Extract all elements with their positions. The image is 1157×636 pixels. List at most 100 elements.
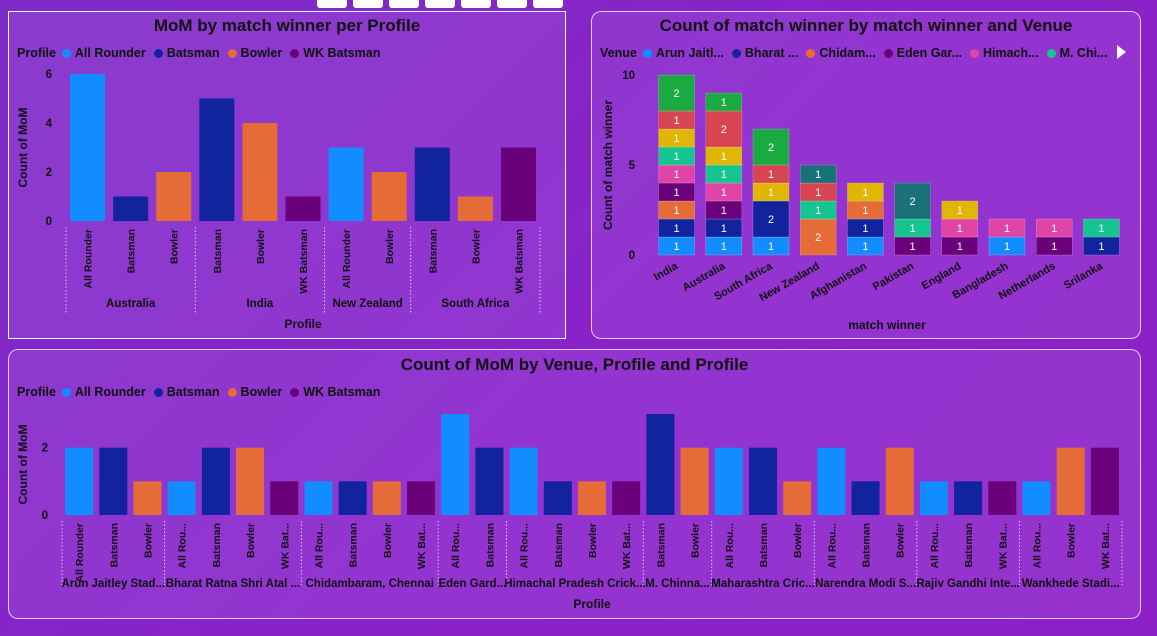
bar-himachal-pradesh-crick-batsman[interactable] xyxy=(543,481,572,515)
chart-area: 0 5 10 Count of match winner 1 1 1 1 1 1 1 1 2 India 1… xyxy=(601,70,1120,332)
bar-chidambaram-chennai-all-rounder[interactable] xyxy=(304,481,333,515)
legend-item-wk-batsman[interactable]: WK Batsman xyxy=(290,46,380,60)
bar-eden-gard-all-rounder[interactable] xyxy=(441,414,470,515)
bar-bharat-ratna-shri-atal-batsman[interactable] xyxy=(201,447,230,515)
bar-maharashtra-cric-batsman[interactable] xyxy=(748,447,777,515)
legend-item-venue[interactable]: Chidam... xyxy=(806,46,876,60)
x-tick-label: All Rou... xyxy=(1032,523,1044,569)
expand-level-icon[interactable] xyxy=(425,0,455,8)
x-tick-label: All Rounder xyxy=(74,523,86,583)
legend-item-batsman[interactable]: Batsman xyxy=(153,385,220,399)
bar-pakistan-segment[interactable] xyxy=(894,182,931,220)
bar-rajiv-gandhi-inte-wk-batsman[interactable] xyxy=(988,481,1017,515)
bar-narendra-modi-s-all-rounder[interactable] xyxy=(817,447,846,515)
bar-australia-bowler[interactable] xyxy=(156,172,192,221)
pin-icon[interactable] xyxy=(317,0,347,8)
bar-himachal-pradesh-crick-all-rounder[interactable] xyxy=(509,447,538,515)
bar-bangladesh-segment[interactable] xyxy=(988,218,1026,238)
data-label: 1 xyxy=(721,151,727,163)
bar-south-africa-bowler[interactable] xyxy=(457,196,493,222)
expand-all-icon[interactable] xyxy=(389,0,419,8)
bar-m-chinna-batsman[interactable] xyxy=(646,414,675,515)
legend-label: Arun Jaitl... xyxy=(655,46,724,60)
data-label: 1 xyxy=(674,205,680,217)
bar-eden-gard-batsman[interactable] xyxy=(475,447,504,515)
bar-australia-segment[interactable] xyxy=(705,110,743,148)
group-label: Bharat Ratna Shri Atal ... xyxy=(166,578,300,590)
bar-maharashtra-cric-all-rounder[interactable] xyxy=(714,447,743,515)
bar-maharashtra-cric-bowler[interactable] xyxy=(783,481,812,515)
bar-himachal-pradesh-crick-wk-batsman[interactable] xyxy=(612,481,641,515)
bar-australia-batsman[interactable] xyxy=(113,196,149,222)
bar-new-zealand-bowler[interactable] xyxy=(371,172,407,221)
bar-arun-jaitley-stad-all-rounder[interactable] xyxy=(65,447,94,515)
bar-narendra-modi-s-batsman[interactable] xyxy=(851,481,880,515)
data-label: 1 xyxy=(721,169,727,181)
x-tick-label: All Rou... xyxy=(929,523,941,569)
drill-down-icon[interactable] xyxy=(353,0,383,8)
bar-india-segment[interactable] xyxy=(658,74,695,112)
legend-item-all-rounder[interactable]: All Rounder xyxy=(61,46,146,60)
bar-south-africa-wk-batsman[interactable] xyxy=(500,147,536,222)
bar-srilanka-segment[interactable] xyxy=(1083,218,1120,238)
bar-bharat-ratna-shri-atal-bowler[interactable] xyxy=(236,447,265,515)
bar-netherlands-segment[interactable] xyxy=(1035,218,1073,238)
bar-australia-all-rounder[interactable] xyxy=(70,74,106,221)
bar-narendra-modi-s-bowler[interactable] xyxy=(885,447,914,515)
bar-england-segment[interactable] xyxy=(941,200,979,220)
bar-bharat-ratna-shri-atal-all-rounder[interactable] xyxy=(167,481,196,515)
group-label: Rajiv Gandhi Inte... xyxy=(916,578,1020,590)
x-tick-label: Srilanka xyxy=(1062,260,1106,292)
bar-india-bowler[interactable] xyxy=(242,123,278,221)
legend-item-venue[interactable]: Eden Gar... xyxy=(883,46,962,60)
bar-wankhede-stadi-wk-batsman[interactable] xyxy=(1090,447,1119,515)
bar-wankhede-stadi-all-rounder[interactable] xyxy=(1022,481,1051,515)
group-label: Arun Jaitley Stad... xyxy=(62,578,166,590)
bar-rajiv-gandhi-inte-all-rounder[interactable] xyxy=(919,481,948,515)
legend-item-wk-batsman[interactable]: WK Batsman xyxy=(290,385,380,399)
bar-afghanistan-segment[interactable] xyxy=(847,182,884,202)
bar-south-africa-batsman[interactable] xyxy=(414,147,450,222)
mom-by-venue-profile-visual[interactable]: Count of MoM by Venue, Profile and Profi… xyxy=(8,349,1141,619)
bar-india-wk-batsman[interactable] xyxy=(285,196,321,222)
legend-item-venue[interactable]: Arun Jaitl... xyxy=(642,46,724,60)
x-axis-title: match winner xyxy=(848,318,926,332)
more-options-icon[interactable] xyxy=(533,0,563,8)
legend-item-bowler[interactable]: Bowler xyxy=(227,385,282,399)
bar-rajiv-gandhi-inte-batsman[interactable] xyxy=(954,481,983,515)
data-label: 1 xyxy=(721,223,727,235)
bar-arun-jaitley-stad-batsman[interactable] xyxy=(99,447,128,515)
legend-item-venue[interactable]: M. Chi... xyxy=(1046,46,1107,60)
bar-bharat-ratna-shri-atal-wk-batsman[interactable] xyxy=(270,481,299,515)
legend-next-arrow-icon[interactable] xyxy=(1117,45,1126,59)
bar-south-africa-segment[interactable] xyxy=(752,200,790,238)
bar-wankhede-stadi-bowler[interactable] xyxy=(1056,447,1085,515)
bar-australia-segment[interactable] xyxy=(705,92,743,112)
mom-by-winner-profile-visual[interactable]: MoM by match winner per Profile Profile … xyxy=(8,11,566,339)
legend-item-bowler[interactable]: Bowler xyxy=(227,46,282,60)
bar-south-africa-segment[interactable] xyxy=(752,128,790,166)
x-axis-title: Profile xyxy=(573,597,611,611)
bar-new-zealand-segment[interactable] xyxy=(799,218,837,256)
bar-m-chinna-bowler[interactable] xyxy=(680,447,709,515)
group-label: Wankhede Stadi... xyxy=(1022,578,1120,590)
bar-himachal-pradesh-crick-bowler[interactable] xyxy=(578,481,606,515)
legend-item-all-rounder[interactable]: All Rounder xyxy=(61,385,146,399)
bar-chidambaram-chennai-wk-batsman[interactable] xyxy=(407,481,436,515)
match-winner-by-venue-visual[interactable]: Count of match winner by match winner an… xyxy=(591,11,1141,339)
bar-india-batsman[interactable] xyxy=(199,98,235,222)
legend-item-venue[interactable]: Himach... xyxy=(969,46,1039,60)
bar-new-zealand-all-rounder[interactable] xyxy=(328,147,364,222)
x-tick-label: WK Bat... xyxy=(997,523,1009,569)
bar-chidambaram-chennai-bowler[interactable] xyxy=(372,481,401,515)
focus-mode-icon[interactable] xyxy=(497,0,527,8)
bar-new-zealand-segment[interactable] xyxy=(799,164,837,184)
data-label: 1 xyxy=(674,133,680,145)
legend-item-batsman[interactable]: Batsman xyxy=(153,46,220,60)
data-label: 1 xyxy=(674,241,680,253)
filter-icon[interactable] xyxy=(461,0,491,8)
bar-arun-jaitley-stad-bowler[interactable] xyxy=(133,481,162,515)
x-tick-label: All Rou... xyxy=(313,523,325,569)
bar-chidambaram-chennai-batsman[interactable] xyxy=(338,481,367,515)
legend-item-venue[interactable]: Bharat ... xyxy=(731,46,798,60)
